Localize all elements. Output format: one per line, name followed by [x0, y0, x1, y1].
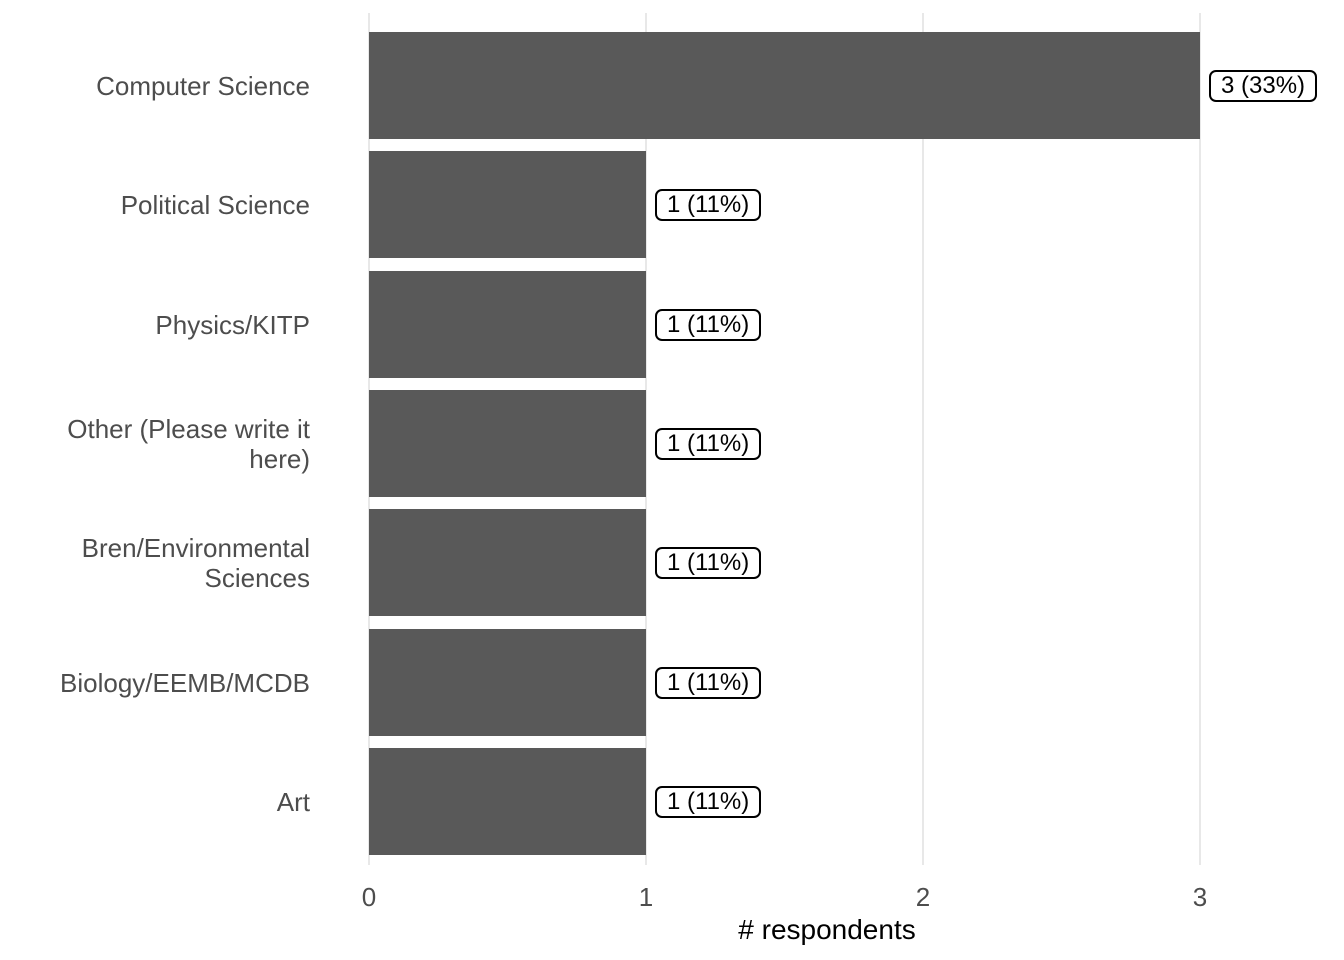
x-tick-label: 1: [638, 882, 654, 912]
bar: [369, 390, 646, 497]
x-tick-label: 2: [915, 882, 931, 912]
value-label: 3 (33%): [1209, 69, 1318, 102]
bar: [369, 151, 646, 258]
category-label: Physics/KITP: [155, 309, 310, 340]
value-label: 1 (11%): [655, 308, 762, 341]
category-label: Art: [276, 786, 310, 817]
bar: [369, 271, 646, 378]
bar: [369, 509, 646, 616]
value-label: 1 (11%): [655, 785, 762, 818]
x-tick-label: 0: [361, 882, 377, 912]
category-label: Biology/EEMB/MCDB: [60, 667, 310, 698]
category-label: Other (Please write it here): [67, 413, 310, 474]
value-label: 1 (11%): [655, 666, 762, 699]
category-label: Bren/Environmental Sciences: [81, 532, 310, 593]
value-label: 1 (11%): [655, 188, 762, 221]
category-label: Computer Science: [96, 70, 310, 101]
gridline: [922, 13, 924, 865]
bar: [369, 629, 646, 736]
value-label: 1 (11%): [655, 546, 762, 579]
gridline: [645, 13, 647, 865]
gridline: [1199, 13, 1201, 865]
category-label: Political Science: [120, 189, 310, 220]
x-tick-label: 3: [1192, 882, 1208, 912]
bar: [369, 748, 646, 855]
bar: [369, 32, 1200, 139]
x-axis-title: # respondents: [738, 914, 916, 945]
value-label: 1 (11%): [655, 427, 762, 460]
